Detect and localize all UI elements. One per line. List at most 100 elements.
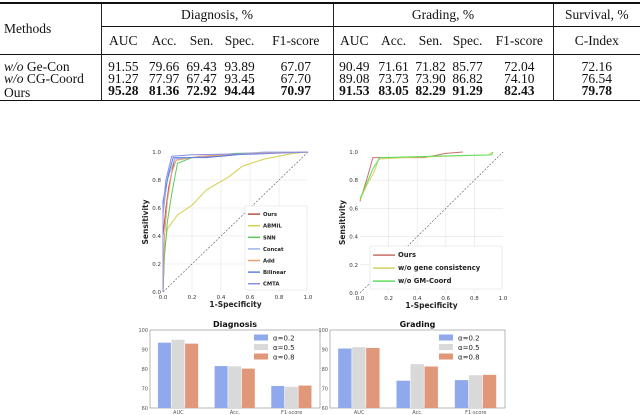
bar — [396, 380, 410, 408]
x-tick-label: 0.4 — [217, 295, 226, 301]
legend-label: α=0.2 — [273, 335, 295, 343]
results-table: Methods Diagnosis, % Grading, % Survival… — [0, 2, 640, 101]
legend-label: α=0.5 — [273, 344, 295, 352]
column-header: Spec. — [449, 26, 487, 55]
y-tick-label: 0.6 — [152, 206, 161, 212]
y-tick-label: 80 — [322, 367, 328, 373]
legend-label: α=0.8 — [273, 354, 295, 362]
method-name: Ge-Con — [26, 59, 70, 74]
x-tick-label: 0.8 — [470, 296, 479, 302]
value-cell: 86.82 — [452, 71, 483, 86]
bar — [482, 374, 497, 408]
value-cell: 81.36 — [148, 83, 180, 98]
x-tick-label: F1-score — [281, 410, 302, 415]
column-header: F1-score — [486, 26, 554, 55]
value-cell: 79.66 — [148, 59, 180, 74]
value-cell: 72.92 — [186, 83, 217, 98]
x-tick-label: 0.2 — [384, 296, 393, 302]
y-axis-label: Sensitivity — [141, 199, 150, 244]
value-cell: 89.08 — [332, 72, 376, 85]
legend-swatch — [254, 334, 268, 341]
chart-title: Diagnosis — [213, 320, 257, 329]
roc-curve — [359, 151, 464, 202]
y-tick-label: 0.8 — [349, 178, 358, 184]
diagnosis-group-header: Diagnosis, % — [100, 3, 334, 27]
legend-swatch — [439, 344, 453, 350]
survival-group-header: Survival, % — [552, 3, 640, 27]
value-cell: 77.97 — [148, 71, 180, 86]
column-header: Sen. — [412, 26, 450, 55]
grading-group-header: Grading, % — [332, 3, 554, 27]
y-tick-label: 0.0 — [349, 291, 358, 297]
legend-label: α=0.8 — [458, 354, 480, 362]
bar — [214, 366, 228, 408]
x-tick-label: 0.0 — [159, 295, 168, 301]
y-tick-label: 0.8 — [152, 178, 161, 184]
bar — [410, 364, 424, 408]
column-header: C-Index — [552, 26, 640, 55]
value-cell: 70.97 — [280, 83, 311, 98]
y-tick-label: 0.4 — [349, 235, 358, 241]
bar — [424, 366, 438, 408]
method-cell: w/o CG-Coord — [0, 71, 101, 86]
column-header: Acc. — [375, 26, 413, 55]
method-cell: w/o Ge-Con — [0, 55, 101, 74]
value-cell: 73.73 — [378, 71, 409, 86]
bar-chart-2: 60 70 80 90 100 AUC Acc. F1-score Diagnosis α=0.2… — [138, 320, 321, 415]
legend-label: α=0.5 — [458, 344, 480, 352]
legend-swatch — [254, 353, 268, 360]
roc-curve — [162, 151, 309, 292]
bar — [284, 386, 298, 408]
x-tick-label: AUC — [173, 410, 184, 415]
value-cell: 67.70 — [280, 71, 311, 86]
legend-label: Bilinear — [263, 270, 286, 276]
methods-header: Methods — [4, 21, 52, 36]
y-tick-label: 70 — [142, 387, 148, 393]
bar — [171, 339, 185, 408]
legend-label: SNN — [263, 235, 276, 241]
x-axis-label: 1-Specificity — [209, 300, 261, 309]
bar — [157, 342, 171, 408]
y-tick-label: 0.6 — [349, 206, 358, 212]
value-cell: 76.54 — [552, 72, 640, 85]
value-cell: 67.07 — [280, 59, 311, 74]
y-tick-label: 100 — [138, 328, 148, 334]
method-cell: Ours — [0, 85, 101, 101]
legend-label: CMTA — [263, 282, 280, 288]
bar — [241, 368, 255, 408]
bar — [271, 385, 285, 408]
value-cell: 71.82 — [415, 59, 446, 74]
y-tick-label: 60 — [322, 406, 328, 412]
method-prefix: w/o — [4, 71, 24, 86]
y-tick-label: 1.0 — [152, 150, 161, 156]
value-cell: 82.29 — [415, 83, 446, 98]
x-axis-label: 1-Specificity — [405, 301, 457, 310]
value-cell: 93.89 — [224, 59, 255, 74]
bar — [228, 366, 242, 408]
y-tick-label: 0.2 — [349, 263, 358, 269]
legend-label: ABMIL — [263, 224, 282, 230]
y-tick-label: 60 — [142, 406, 148, 412]
y-tick-label: 1.0 — [349, 150, 358, 156]
column-header: AUC — [332, 26, 376, 55]
x-tick-label: F1-score — [465, 410, 486, 415]
roc-chart-0: 0.00.0 0.2 0.2 0.4 0.4 0.6 0.6 0.8 0.8 1.0 1.0 1-Sp… — [141, 150, 313, 309]
y-axis-label: Sensitivity — [338, 200, 347, 245]
value-cell: 72.16 — [552, 54, 640, 73]
legend-swatch — [439, 353, 453, 360]
roc-curve — [162, 151, 309, 292]
roc-curve — [359, 151, 494, 199]
x-tick-label: 0.0 — [356, 296, 365, 302]
x-tick-label: AUC — [354, 410, 365, 415]
table-row: w/o CG-Coord 91.27 77.97 67.47 93.45 67.70 89.… — [0, 71, 640, 86]
value-cell: 91.55 — [100, 54, 145, 73]
legend-label: Ours — [263, 212, 277, 218]
table-row: Ours 95.28 81.36 72.92 94.44 70.97 91.53 83.05 8… — [0, 83, 640, 101]
y-tick-label: 100 — [318, 328, 328, 334]
value-cell: 71.61 — [378, 59, 409, 74]
column-header: Sen. — [183, 26, 220, 55]
legend-label: Add — [263, 259, 275, 265]
legend-label: w/o gene consistency — [398, 264, 481, 272]
y-tick-label: 80 — [142, 367, 148, 373]
x-tick-label: 1.0 — [304, 295, 313, 301]
